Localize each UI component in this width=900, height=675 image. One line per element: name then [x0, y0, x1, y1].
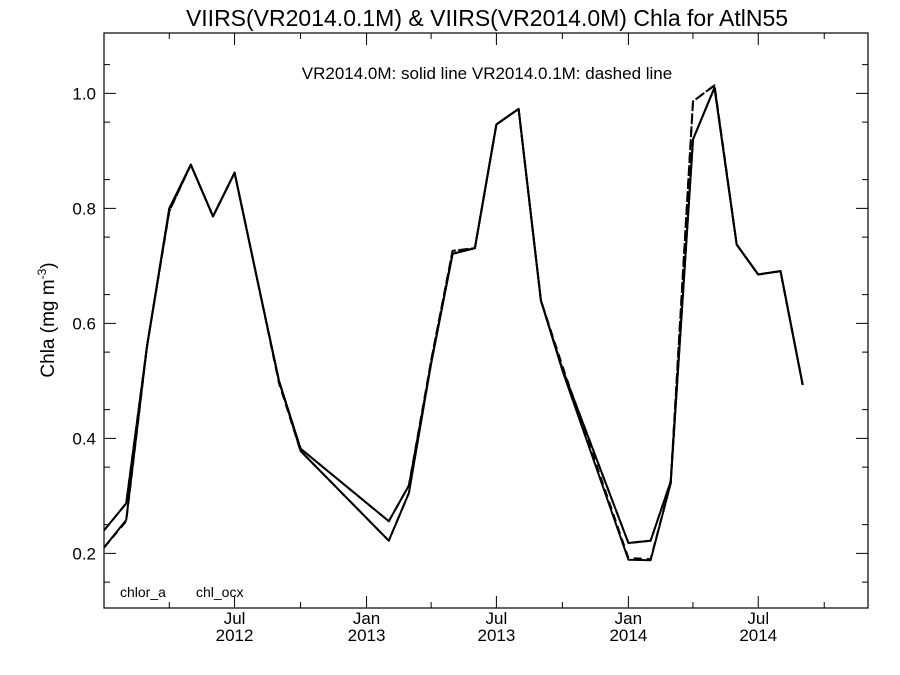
y-axis-label-exponent: -3 — [35, 268, 49, 279]
label-chlor-a: chlor_a — [120, 584, 166, 600]
x-tick-month-label: Jan — [353, 609, 380, 628]
label-chl-ocx: chl_ocx — [196, 584, 243, 600]
x-tick-year-label: 2013 — [477, 626, 515, 645]
solid-series-line-chl-ocx — [104, 86, 804, 562]
x-tick-year-label: 2013 — [348, 626, 386, 645]
dashed-series-line-chlor-a — [104, 84, 804, 544]
axes: 0.20.40.60.81.0Jul2012Jan2013Jul2013Jan2… — [72, 33, 868, 645]
x-tick-year-label: 2012 — [216, 626, 254, 645]
y-tick-label: 0.6 — [72, 314, 96, 333]
y-tick-label: 0.2 — [72, 544, 96, 563]
y-tick-label: 0.4 — [72, 429, 96, 448]
solid-series-line-chlor-a — [104, 86, 804, 544]
x-tick-year-label: 2014 — [739, 626, 777, 645]
line-style-annotation: VR2014.0M: solid line VR2014.0.1M: dashe… — [302, 64, 672, 83]
y-tick-label: 0.8 — [72, 199, 96, 218]
chart-title: VIIRS(VR2014.0.1M) & VIIRS(VR2014.0M) Ch… — [186, 5, 788, 31]
y-axis-label-text: Chla (mg m — [38, 279, 59, 377]
x-tick-month-label: Jul — [747, 609, 769, 628]
x-tick-month-label: Jan — [615, 609, 642, 628]
y-tick-label: 1.0 — [72, 84, 96, 103]
plot-frame — [103, 32, 869, 609]
x-tick-month-label: Jul — [486, 609, 508, 628]
series-layer — [104, 84, 804, 562]
y-axis-label: Chla (mg m-3) — [35, 262, 59, 377]
x-tick-year-label: 2014 — [609, 626, 647, 645]
dashed-series-line-chl-ocx — [104, 84, 804, 561]
y-axis-label-close: ) — [38, 262, 59, 268]
x-tick-month-label: Jul — [224, 609, 246, 628]
